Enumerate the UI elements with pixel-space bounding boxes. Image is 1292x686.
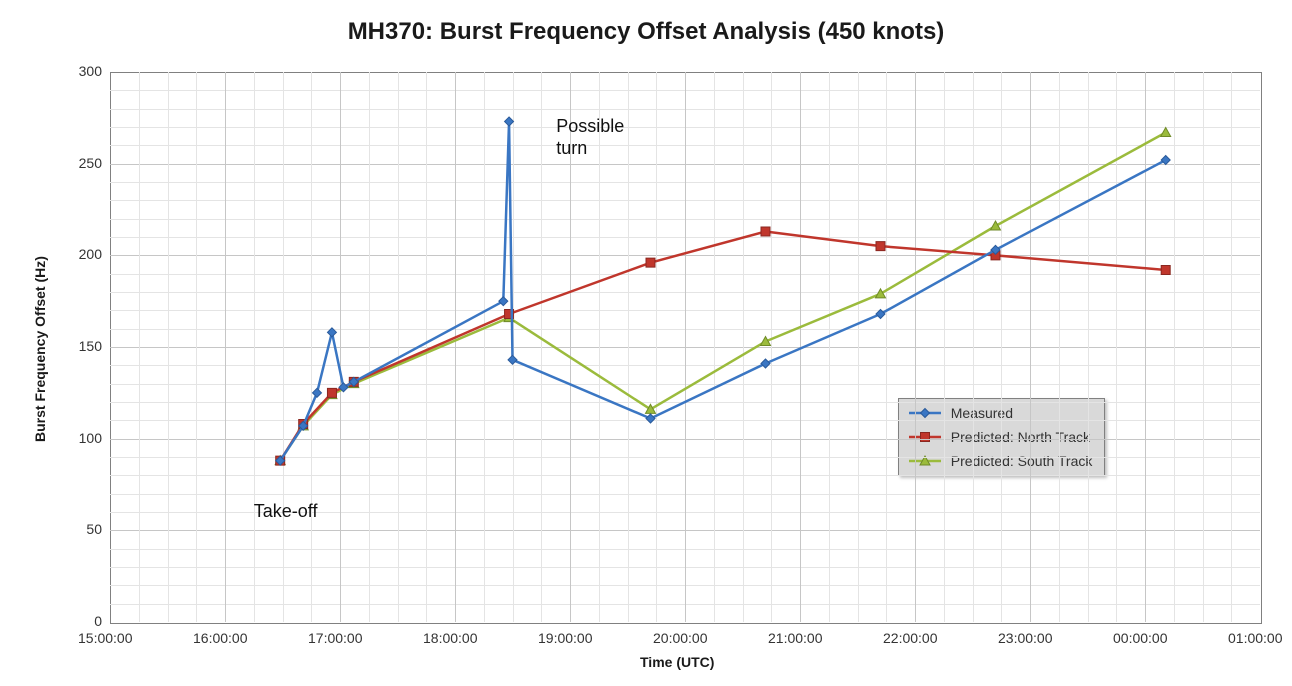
series-marker-north <box>646 258 655 267</box>
series-line-north <box>280 232 1165 461</box>
annotation-text: Take-off <box>254 501 318 523</box>
series-svg <box>0 0 1292 686</box>
series-marker-measured <box>1161 156 1170 165</box>
series-marker-measured <box>646 414 655 423</box>
series-marker-north <box>876 242 885 251</box>
series-marker-measured <box>313 388 322 397</box>
series-marker-measured <box>508 355 517 364</box>
series-marker-measured <box>761 359 770 368</box>
series-marker-south <box>1161 128 1171 137</box>
series-marker-north <box>761 227 770 236</box>
series-marker-north <box>1161 266 1170 275</box>
series-marker-measured <box>499 297 508 306</box>
series-marker-measured <box>327 328 336 337</box>
series-marker-measured <box>505 117 514 126</box>
chart-container: MH370: Burst Frequency Offset Analysis (… <box>0 0 1292 686</box>
series-line-south <box>280 133 1165 461</box>
annotation-text: Possibleturn <box>556 116 624 159</box>
series-line-measured <box>280 122 1165 461</box>
series-marker-north <box>327 388 336 397</box>
series-marker-south <box>876 289 886 298</box>
